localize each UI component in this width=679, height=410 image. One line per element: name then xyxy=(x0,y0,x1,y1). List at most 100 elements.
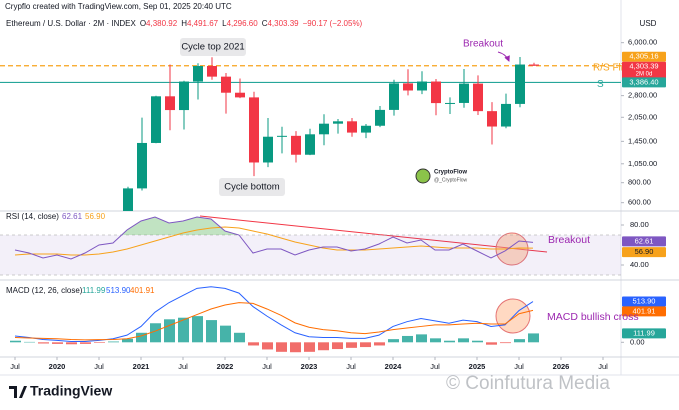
price-tag-bg xyxy=(622,77,666,88)
annotation: Cycle bottom xyxy=(224,182,280,193)
y-tick-label: 2,800.00 xyxy=(628,91,657,100)
footer-logo: TradingView xyxy=(30,383,112,399)
annotation: Breakout xyxy=(548,234,590,246)
histogram-bar xyxy=(10,340,21,343)
value-tag: 401.91 xyxy=(633,306,656,315)
candle-body xyxy=(123,188,133,211)
price-tag-bg xyxy=(622,247,666,258)
histogram-bar xyxy=(528,333,539,343)
histogram-bar xyxy=(332,342,343,350)
candle-body xyxy=(165,96,175,111)
ohlc-item: O4,380.92 xyxy=(140,19,177,28)
y-tick-label: 1,050.00 xyxy=(628,159,657,168)
x-tick-label: Jul xyxy=(10,362,20,371)
histogram-bar xyxy=(430,338,441,343)
annotation: Breakout xyxy=(463,39,503,50)
x-tick-label: Jul xyxy=(430,362,440,371)
countdown: 2M 0d xyxy=(636,71,653,77)
annotation-box xyxy=(180,38,246,56)
histogram-bar xyxy=(374,342,385,346)
y-tick-label: 2,050.00 xyxy=(628,112,657,121)
price-tag-bg xyxy=(622,236,666,247)
legend-value: 56.90 xyxy=(85,212,106,221)
y-tick-label: 40.00 xyxy=(630,260,649,269)
histogram-bar xyxy=(486,342,497,345)
candle-body xyxy=(263,136,273,163)
histogram-bar xyxy=(262,342,273,350)
value-tag: 56.90 xyxy=(635,247,654,256)
histogram-bar xyxy=(80,342,91,344)
candle-body xyxy=(179,81,189,111)
candle-body xyxy=(207,65,217,77)
y-tick-label: 80.00 xyxy=(630,220,649,229)
watermark: © Coinfutura Media xyxy=(446,373,610,394)
candle-body xyxy=(487,111,497,127)
x-tick-label: 2025 xyxy=(469,362,486,371)
histogram-bar xyxy=(290,342,301,353)
legend-value: 401.91 xyxy=(130,286,155,295)
arrow xyxy=(497,51,510,62)
candle-body xyxy=(347,121,357,133)
y-tick-label: 800.00 xyxy=(628,178,651,187)
histogram-bar xyxy=(66,342,77,345)
histogram-bar xyxy=(276,342,287,352)
level-tag: 3,386.40 xyxy=(629,77,658,86)
histogram-bar xyxy=(514,339,525,343)
ohlc-value: 4,296.60 xyxy=(226,19,258,28)
candle-body xyxy=(235,92,245,98)
candle-body xyxy=(193,65,203,82)
annotation: MACD bullish cross xyxy=(547,311,639,323)
price-tag-bg xyxy=(622,51,666,62)
overbought-fill xyxy=(15,217,533,235)
x-tick-label: Jul xyxy=(598,362,608,371)
candle-body xyxy=(151,96,161,143)
candle-body xyxy=(277,135,287,137)
rsi-band xyxy=(0,235,621,275)
badge-icon xyxy=(415,168,431,184)
logo-mark xyxy=(9,386,27,398)
histogram-bar xyxy=(318,342,329,351)
histogram-bar xyxy=(234,332,245,343)
candle-body xyxy=(501,103,511,127)
ohlc-key: L xyxy=(222,19,227,28)
histogram-bar xyxy=(444,340,455,343)
candle-body xyxy=(319,123,329,135)
x-tick-label: Jul xyxy=(346,362,356,371)
candle-body xyxy=(333,121,343,124)
rsi-line xyxy=(14,226,534,256)
histogram-bar xyxy=(206,320,217,343)
level-tag: 4,305.16 xyxy=(629,52,658,61)
candle-body xyxy=(529,64,539,66)
pane-title: RSI (14, close) xyxy=(6,212,59,221)
x-tick-label: 2020 xyxy=(49,362,66,371)
histogram-bar xyxy=(178,317,189,343)
symbol-header: Ethereum / U.S. Dollar · 2M · INDEX O4,3… xyxy=(6,19,362,28)
histogram-bar xyxy=(360,342,371,348)
histogram-bar xyxy=(248,342,259,346)
annotation: Cycle top 2021 xyxy=(181,42,244,53)
change: −90.17 (−2.05%) xyxy=(302,19,363,28)
value-tag: 111.99 xyxy=(633,328,655,337)
pane-title: MACD (12, 26, close) xyxy=(6,286,83,295)
level-name: S xyxy=(597,79,604,90)
histogram-bar xyxy=(108,341,119,343)
histogram-bar xyxy=(136,332,147,343)
price-tag-bg xyxy=(622,306,666,317)
x-tick-label: 2023 xyxy=(301,362,318,371)
candle-body xyxy=(417,81,427,91)
y-tick-label: 6,000.00 xyxy=(628,38,657,47)
candle-body xyxy=(389,83,399,110)
pane xyxy=(0,57,621,211)
ohlc-item: H4,491.67 xyxy=(181,19,218,28)
value-tag: 62.61 xyxy=(635,236,654,245)
candle-body xyxy=(403,83,413,91)
histogram-bar xyxy=(192,316,203,343)
candle-body xyxy=(361,125,371,133)
x-tick-label: 2026 xyxy=(553,362,570,371)
rsi-line xyxy=(14,216,534,260)
ohlc-item: C4,303.39 xyxy=(262,19,299,28)
pane xyxy=(10,286,539,353)
histogram-bar xyxy=(122,338,133,343)
